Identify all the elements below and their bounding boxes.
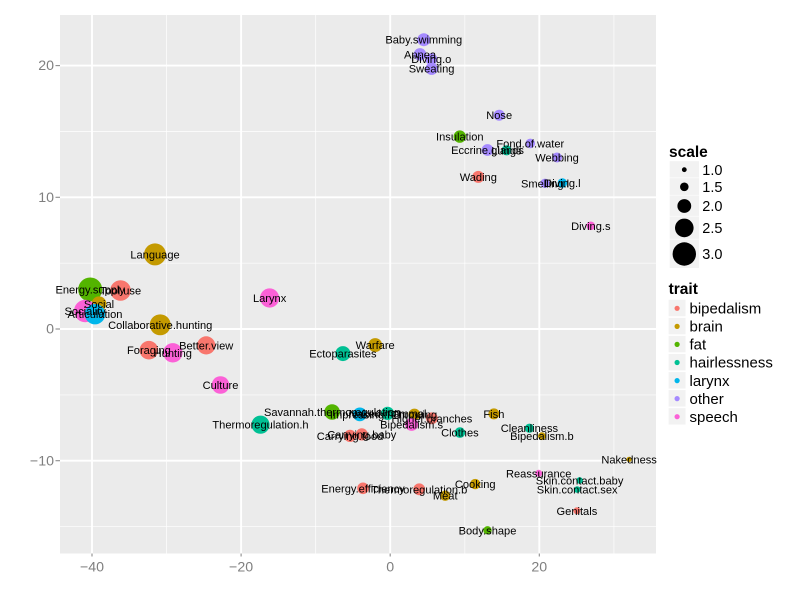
svg-text:Skin.contact.baby: Skin.contact.baby bbox=[536, 475, 624, 487]
svg-text:2.5: 2.5 bbox=[702, 221, 722, 237]
svg-text:Meat: Meat bbox=[433, 491, 458, 503]
svg-text:Warfare: Warfare bbox=[356, 340, 395, 352]
svg-text:larynx: larynx bbox=[690, 373, 731, 390]
svg-text:0: 0 bbox=[46, 322, 54, 338]
svg-text:2.0: 2.0 bbox=[702, 199, 722, 215]
svg-text:Lungs: Lungs bbox=[491, 145, 522, 157]
svg-text:Webbing: Webbing bbox=[535, 153, 579, 165]
svg-text:Eccrine.glands: Eccrine.glands bbox=[451, 145, 524, 157]
svg-text:Language: Language bbox=[130, 249, 179, 261]
svg-text:Clothes: Clothes bbox=[441, 428, 479, 440]
svg-text:Throwing: Throwing bbox=[392, 410, 438, 422]
svg-text:1.5: 1.5 bbox=[702, 180, 722, 196]
svg-text:Reassurance: Reassurance bbox=[506, 468, 571, 480]
svg-text:Insulation: Insulation bbox=[436, 132, 484, 144]
svg-text:Carrying.food: Carrying.food bbox=[317, 431, 384, 443]
svg-text:Genitals: Genitals bbox=[557, 506, 598, 518]
svg-text:Apnea: Apnea bbox=[404, 49, 437, 61]
svg-text:Culture: Culture bbox=[203, 380, 239, 392]
svg-text:Impressing.l: Impressing.l bbox=[330, 409, 390, 421]
svg-text:10: 10 bbox=[38, 190, 54, 206]
svg-text:Bipedalism.s: Bipedalism.s bbox=[380, 419, 443, 431]
svg-text:Foraging: Foraging bbox=[127, 345, 171, 357]
svg-text:Thermoregulation.h: Thermoregulation.h bbox=[212, 420, 308, 432]
svg-text:Ectoparasites: Ectoparasites bbox=[309, 349, 377, 361]
svg-text:scale: scale bbox=[669, 144, 708, 161]
svg-text:Diving.l: Diving.l bbox=[544, 178, 580, 190]
svg-text:Body.shape: Body.shape bbox=[459, 525, 517, 537]
svg-text:Fond.of.water: Fond.of.water bbox=[496, 138, 564, 150]
svg-text:20: 20 bbox=[38, 58, 54, 74]
svg-text:3.0: 3.0 bbox=[702, 247, 722, 263]
svg-text:Thermoregulation.b: Thermoregulation.b bbox=[371, 484, 467, 496]
svg-text:Carrying.baby: Carrying.baby bbox=[327, 429, 397, 441]
svg-text:Collaborative.hunting: Collaborative.hunting bbox=[108, 320, 212, 332]
svg-text:−40: −40 bbox=[80, 560, 104, 576]
svg-text:Hunting: Hunting bbox=[154, 348, 192, 360]
svg-text:Diving.s: Diving.s bbox=[571, 221, 611, 233]
svg-text:Sociality: Sociality bbox=[65, 306, 107, 318]
svg-text:Bipedalism.b: Bipedalism.b bbox=[510, 431, 574, 443]
svg-text:Cleanliness: Cleanliness bbox=[501, 423, 559, 435]
svg-text:Social: Social bbox=[84, 299, 114, 311]
svg-text:Baby.swimming: Baby.swimming bbox=[385, 35, 462, 47]
svg-text:Naked.mammal: Naked.mammal bbox=[349, 408, 427, 420]
svg-text:speech: speech bbox=[690, 409, 738, 426]
svg-text:brain: brain bbox=[690, 319, 723, 336]
svg-text:Cooking: Cooking bbox=[455, 479, 496, 491]
svg-text:0: 0 bbox=[386, 560, 394, 576]
svg-text:Higher.branches: Higher.branches bbox=[392, 413, 473, 425]
svg-text:Articulation: Articulation bbox=[68, 309, 123, 321]
svg-text:Nakedness: Nakedness bbox=[601, 454, 657, 466]
svg-text:Better.view: Better.view bbox=[179, 340, 234, 352]
svg-text:−10: −10 bbox=[30, 453, 54, 469]
svg-text:−20: −20 bbox=[229, 560, 253, 576]
svg-text:Energy.efficiency: Energy.efficiency bbox=[321, 483, 405, 495]
svg-text:Larynx: Larynx bbox=[253, 293, 287, 305]
svg-text:Sweating: Sweating bbox=[409, 64, 455, 76]
svg-text:Tool.use: Tool.use bbox=[100, 286, 141, 298]
svg-text:Skin.contact.sex: Skin.contact.sex bbox=[537, 485, 618, 497]
svg-text:bipedalism: bipedalism bbox=[690, 301, 762, 318]
svg-text:hairlessness: hairlessness bbox=[690, 355, 773, 372]
svg-text:Energy.supply: Energy.supply bbox=[55, 285, 125, 297]
svg-text:Diving.o: Diving.o bbox=[411, 54, 451, 66]
svg-text:trait: trait bbox=[669, 281, 698, 298]
svg-text:other: other bbox=[690, 391, 724, 408]
svg-text:Savannah.thermoregulation: Savannah.thermoregulation bbox=[264, 407, 400, 419]
svg-text:1.0: 1.0 bbox=[702, 163, 722, 179]
svg-text:20: 20 bbox=[531, 560, 547, 576]
svg-text:Fish: Fish bbox=[483, 409, 504, 421]
svg-text:fat: fat bbox=[690, 337, 708, 354]
svg-text:Smelling.l: Smelling.l bbox=[521, 178, 569, 190]
svg-text:Wading: Wading bbox=[460, 172, 497, 184]
svg-text:Nose: Nose bbox=[486, 110, 512, 122]
